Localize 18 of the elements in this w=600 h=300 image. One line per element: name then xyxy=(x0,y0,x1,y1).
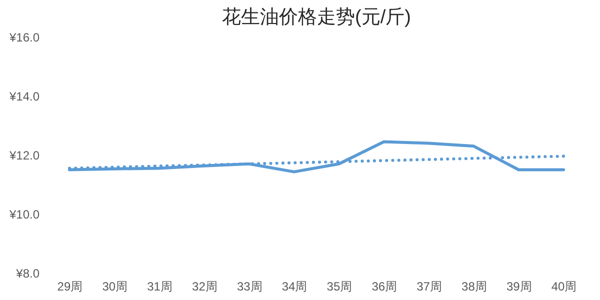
x-tick-label: 34周 xyxy=(282,280,308,294)
x-tick-label: 31周 xyxy=(147,280,172,294)
x-tick-label: 37周 xyxy=(416,280,442,294)
x-tick-label: 38周 xyxy=(462,280,487,294)
x-tick-label: 35周 xyxy=(326,280,352,294)
y-tick-label: ¥14.0 xyxy=(8,90,40,104)
y-tick-label: ¥8.0 xyxy=(15,266,40,280)
x-tick-label: 36周 xyxy=(372,280,398,294)
x-tick-label: 33周 xyxy=(236,280,262,294)
y-tick-label: ¥10.0 xyxy=(8,208,40,222)
chart-title: 花生油价格走势(元/斤) xyxy=(222,7,411,28)
x-tick-label: 32周 xyxy=(192,280,218,294)
x-tick-label: 29周 xyxy=(57,280,83,294)
y-tick-label: ¥12.0 xyxy=(8,148,40,162)
x-tick-label: 40周 xyxy=(551,280,577,294)
y-tick-label: ¥16.0 xyxy=(8,30,40,44)
x-tick-label: 39周 xyxy=(506,280,532,294)
x-tick-label: 30周 xyxy=(102,280,128,294)
